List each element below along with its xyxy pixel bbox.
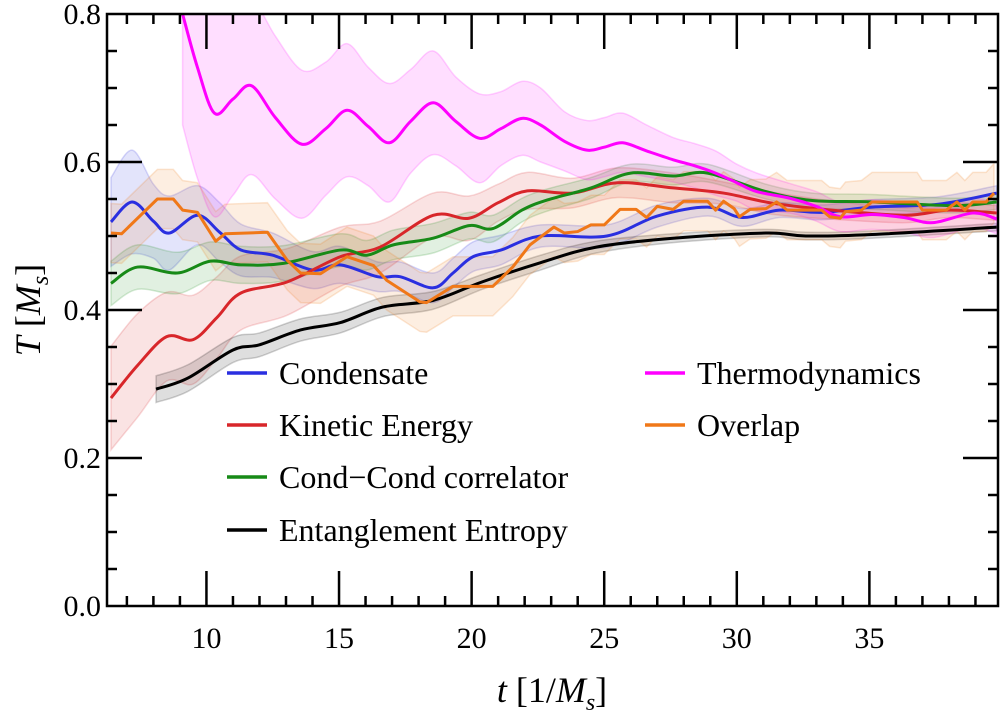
x-tick-label: 25 <box>589 622 619 655</box>
legend-item: Overlap <box>645 407 800 443</box>
legend-item: Kinetic Energy <box>227 407 473 443</box>
series-line-4 <box>181 14 998 225</box>
axis-ticks <box>107 14 998 606</box>
legend-item: Entanglement Entropy <box>227 512 568 548</box>
band-3 <box>155 222 998 404</box>
x-tick-label: 30 <box>722 622 752 655</box>
x-tick-label: 15 <box>324 622 354 655</box>
series-line-1 <box>109 181 997 400</box>
x-tick-label: 35 <box>854 622 884 655</box>
legend-label: Thermodynamics <box>697 355 921 391</box>
legend-label: Condensate <box>279 355 428 391</box>
x-axis-label: t [1/Ms] <box>497 670 607 716</box>
y-tick-label: 0.2 <box>64 442 102 475</box>
series-line-3 <box>155 225 997 391</box>
legend-item: Cond−Cond correlator <box>227 459 568 495</box>
y-tick-label: 0.4 <box>64 294 102 327</box>
band-1 <box>110 167 998 452</box>
y-axis-label: T [Ms] <box>8 264 54 356</box>
legend: Condensate Kinetic Energy Cond−Cond correl… <box>227 355 921 548</box>
y-tick-label: 0.6 <box>64 146 102 179</box>
legend-label: Entanglement Entropy <box>279 512 568 548</box>
legend-label: Cond−Cond correlator <box>279 459 568 495</box>
x-tick-label: 20 <box>457 622 487 655</box>
y-tick-label: 0.8 <box>64 0 102 31</box>
legend-item: Thermodynamics <box>645 355 921 391</box>
x-tick-label: 10 <box>191 622 221 655</box>
x-tick-labels: 10 15 20 25 30 35 <box>191 622 884 655</box>
legend-item: Condensate <box>227 355 428 391</box>
legend-label: Kinetic Energy <box>279 407 473 443</box>
y-tick-labels: 0.0 0.2 0.4 0.6 0.8 <box>64 0 102 623</box>
y-tick-label: 0.0 <box>64 590 102 623</box>
legend-label: Overlap <box>697 407 800 443</box>
series-line-5 <box>110 192 996 305</box>
band-4 <box>181 14 998 239</box>
series-lines <box>109 14 998 400</box>
